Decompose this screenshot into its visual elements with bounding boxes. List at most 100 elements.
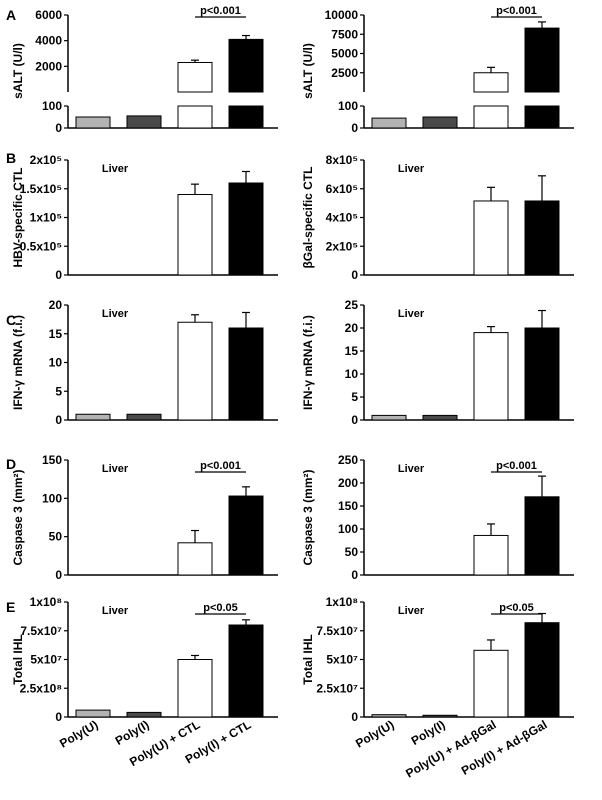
chart-c-left-ytick-label: 5: [55, 384, 62, 398]
chart-a-right-ytick-label: 5000: [331, 47, 358, 61]
chart-e-right-ytick-label: 5x10⁷: [326, 653, 358, 667]
chart-d-right-pvalue: p<0.001: [496, 460, 537, 472]
chart-a-right-ytick-label: 2500: [331, 66, 358, 80]
chart-a-left-ytick-label: 4000: [35, 34, 62, 48]
panel-label-e: E: [6, 599, 15, 615]
chart-c-right-bar-3: [473, 332, 509, 421]
chart-d-left-pvalue: p<0.001: [200, 460, 241, 472]
chart-e-left-ytick-label: 5x10⁷: [30, 653, 62, 667]
chart-c-left-ytick-label: 20: [49, 298, 63, 312]
chart-c-left-annotation: Liver: [102, 308, 129, 320]
chart-a-left-ytick-label: 6000: [35, 8, 62, 22]
chart-e-right-annotation: Liver: [398, 605, 425, 617]
chart-d-right-ytick-label: 200: [338, 476, 358, 490]
chart-c-left-ytick-label: 10: [49, 356, 63, 370]
chart-d-right-annotation: Liver: [398, 463, 425, 475]
chart-a-right-bar-3-upper: [473, 72, 509, 93]
chart-d-left-bar-3: [177, 542, 213, 576]
chart-e-right-xcat-4: Poly(I) + Ad-βGal: [459, 717, 550, 777]
panel-label-d: D: [6, 456, 16, 472]
chart-b-left-ytick-label: 0.5x10⁵: [20, 239, 62, 253]
chart-a-right-bar-2: [422, 116, 458, 129]
chart-d-left-ylabel: Caspase 3 (mm²): [11, 469, 25, 565]
chart-b-left-ylabel: HBV-specific CTL: [11, 167, 25, 267]
chart-c-right-annotation: Liver: [398, 308, 425, 320]
chart-d-left-bar-4: [228, 495, 264, 576]
chart-d-left-ytick-label: 0: [55, 568, 62, 582]
chart-e-right-ytick-label: 0: [351, 710, 358, 724]
chart-c-right-ytick-label: 5: [351, 390, 358, 404]
chart-e-left-ytick-label: 0: [55, 710, 62, 724]
panel-label-b: B: [6, 150, 16, 166]
chart-a-left-ytick-label: 100: [42, 99, 62, 113]
chart-a-right-bar-4-upper: [524, 27, 560, 93]
chart-d-right-ylabel: Caspase 3 (mm²): [301, 469, 315, 565]
chart-c-left-ytick-label: 15: [49, 327, 63, 341]
chart-e-left-ytick-label: 7.5x10⁷: [20, 624, 62, 638]
chart-b-right-bar-3: [473, 200, 509, 276]
chart-d-left-ytick-label: 150: [42, 453, 62, 467]
chart-c-right-ylabel: IFN-γ mRNA (f.i.): [301, 315, 315, 410]
chart-c-right-bar-4: [524, 327, 560, 421]
chart-e-right-ylabel: Total IHL: [301, 634, 315, 684]
chart-b-left-ytick-label: 1x10⁵: [30, 211, 62, 225]
chart-b-left-ytick-label: 1.5x10⁵: [20, 182, 62, 196]
chart-e-left-annotation: Liver: [102, 605, 129, 617]
chart-b-left-ytick-label: 0: [55, 268, 62, 282]
chart-e-right-pvalue: p<0.05: [499, 602, 534, 614]
chart-a-right-ytick-label: 10000: [325, 8, 359, 22]
chart-b-right-ytick-label: 4x10⁵: [326, 211, 358, 225]
chart-b-right-ytick-label: 8x10⁵: [326, 153, 358, 167]
chart-a-left-bar-1: [75, 116, 111, 129]
chart-b-right-ylabel: βGal-specific CTL: [301, 166, 315, 268]
chart-e-right-bar-2: [422, 714, 458, 718]
chart-b-right-bar-4: [524, 200, 560, 276]
chart-a-left-bar-2: [126, 115, 162, 129]
chart-e-right-ytick-label: 2.5x10⁷: [316, 681, 358, 695]
chart-a-right-ytick-label: 7500: [331, 27, 358, 41]
chart-c-left-ytick-label: 0: [55, 413, 62, 427]
chart-e-left-xcat-2: Poly(I): [113, 717, 152, 747]
chart-e-left-bar-1: [75, 709, 111, 718]
chart-a-left-ylabel: sALT (U/l): [11, 43, 25, 99]
chart-c-right-ytick-label: 10: [345, 367, 359, 381]
chart-c-right-ytick-label: 15: [345, 344, 359, 358]
chart-c-left-bar-1: [75, 413, 111, 421]
chart-e-left-bar-3: [177, 659, 213, 718]
chart-e-left-xcat-1: Poly(U): [57, 717, 100, 750]
chart-e-left-ytick-label: 1x10⁸: [30, 595, 62, 609]
chart-c-right-ytick-label: 25: [345, 298, 359, 312]
chart-e-left-bar-4: [228, 624, 264, 718]
chart-a-left-bar-4-upper: [228, 38, 264, 93]
chart-c-right-bar-1: [371, 414, 407, 421]
chart-a-right-ylabel: sALT (U/l): [301, 43, 315, 99]
chart-b-left-ytick-label: 2x10⁵: [30, 153, 62, 167]
chart-e-left-ylabel: Total IHL: [11, 634, 25, 684]
chart-e-right-ytick-label: 7.5x10⁷: [316, 624, 358, 638]
chart-a-right-pvalue: p<0.001: [496, 5, 537, 17]
chart-b-left-bar-3: [177, 194, 213, 276]
chart-a-left-ytick-label: 0: [55, 121, 62, 135]
chart-d-right-ytick-label: 50: [345, 545, 359, 559]
chart-a-right-bar-1: [371, 117, 407, 129]
chart-e-left-ytick-label: 2.5x10⁸: [20, 681, 62, 695]
chart-b-right-annotation: Liver: [398, 163, 425, 175]
chart-a-right-ytick-label: 100: [338, 99, 358, 113]
chart-a-left-bar-3-lower: [177, 105, 213, 129]
chart-e-right-ytick-label: 1x10⁸: [326, 595, 358, 609]
chart-b-left-bar-4: [228, 182, 264, 276]
chart-e-right-bar-3: [473, 649, 509, 718]
chart-a-left-bar-3-upper: [177, 61, 213, 93]
chart-b-right-ytick-label: 0: [351, 268, 358, 282]
chart-e-right-bar-4: [524, 622, 560, 718]
chart-c-right-ytick-label: 20: [345, 321, 359, 335]
chart-e-right-bar-1: [371, 714, 407, 718]
chart-d-right-ytick-label: 150: [338, 499, 358, 513]
chart-c-left-bar-3: [177, 321, 213, 421]
chart-e-right-xcat-1: Poly(U): [353, 717, 396, 750]
chart-a-left-ytick-label: 2000: [35, 59, 62, 73]
chart-d-right-ytick-label: 100: [338, 522, 358, 536]
chart-d-right-ytick-label: 0: [351, 568, 358, 582]
chart-d-left-ytick-label: 100: [42, 491, 62, 505]
